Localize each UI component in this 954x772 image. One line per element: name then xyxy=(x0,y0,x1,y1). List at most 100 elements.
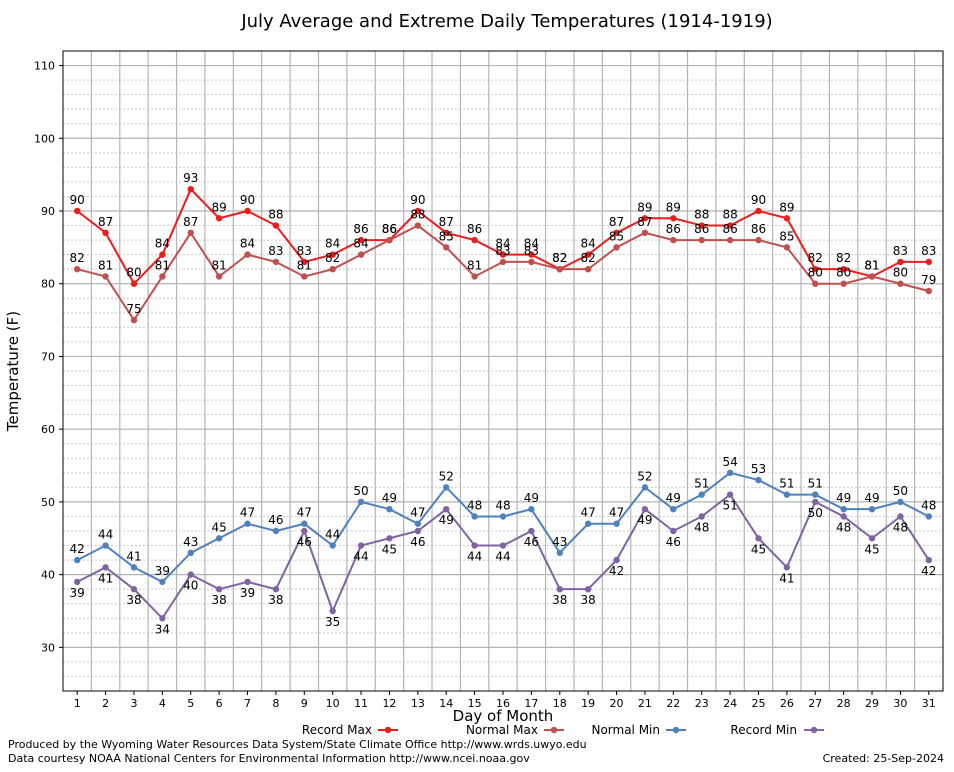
record-max-point xyxy=(130,280,138,287)
record-min-data-label: 44 xyxy=(467,550,482,564)
normal-max-data-label: 87 xyxy=(637,215,652,229)
record-min-point xyxy=(329,607,336,615)
normal-max-point xyxy=(471,273,478,280)
normal-min-point xyxy=(130,564,138,571)
normal-min-point xyxy=(641,484,649,491)
normal-max-data-label: 86 xyxy=(666,222,681,236)
legend-label-normal-min: Normal Min xyxy=(591,723,660,737)
x-tick-label: 7 xyxy=(244,697,251,710)
y-tick-label: 30 xyxy=(41,641,55,654)
x-tick-label: 25 xyxy=(751,697,765,710)
normal-max-data-label: 80 xyxy=(836,266,851,280)
normal-min-data-label: 46 xyxy=(268,513,283,527)
record-max-point xyxy=(613,229,620,237)
record-min-point xyxy=(897,513,904,520)
record-max-point xyxy=(443,229,450,237)
record-max-point xyxy=(670,215,677,222)
normal-min-data-label: 42 xyxy=(70,542,85,556)
record-max-data-label: 86 xyxy=(467,222,482,236)
record-min-point xyxy=(301,527,308,535)
y-tick-label: 50 xyxy=(41,496,55,509)
record-max-data-label: 80 xyxy=(126,266,141,280)
record-max-point xyxy=(783,215,791,222)
x-tick-label: 30 xyxy=(893,697,907,710)
normal-min-point xyxy=(783,491,791,498)
normal-max-point xyxy=(215,273,223,280)
x-tick-label: 12 xyxy=(382,697,396,710)
record-max-point xyxy=(244,207,251,215)
record-max-point xyxy=(102,229,109,237)
normal-min-point xyxy=(925,513,933,520)
record-min-point xyxy=(357,542,365,549)
normal-min-data-label: 47 xyxy=(581,506,596,520)
normal-min-data-label: 49 xyxy=(666,491,681,505)
normal-min-data-label: 44 xyxy=(98,528,113,542)
normal-max-point xyxy=(301,273,308,280)
record-min-data-label: 38 xyxy=(211,593,226,607)
normal-max-point xyxy=(641,229,649,237)
record-min-data-label: 46 xyxy=(410,535,425,549)
normal-max-data-label: 84 xyxy=(353,237,368,251)
record-max-data-label: 82 xyxy=(808,251,823,265)
normal-min-data-label: 50 xyxy=(893,484,908,498)
normal-min-point xyxy=(670,505,677,513)
normal-max-point xyxy=(187,229,194,237)
normal-min-data-label: 54 xyxy=(722,455,737,469)
normal-max-data-label: 87 xyxy=(183,215,198,229)
legend-label-record-max: Record Max xyxy=(302,723,372,737)
record-min-point xyxy=(840,513,847,520)
record-min-point xyxy=(783,564,791,571)
y-tick-label: 60 xyxy=(41,423,55,436)
record-min-data-label: 34 xyxy=(155,622,170,636)
legend-marker-normal-min xyxy=(672,726,680,734)
legend: Record Max Normal Max Normal Min Record Min xyxy=(302,723,824,737)
record-max-data-label: 89 xyxy=(637,200,652,214)
legend-label-record-min: Record Min xyxy=(730,723,797,737)
normal-max-point xyxy=(670,236,677,244)
record-min-data-label: 38 xyxy=(126,593,141,607)
normal-min-data-label: 49 xyxy=(524,491,539,505)
record-min-data-label: 46 xyxy=(297,535,312,549)
x-tick-label: 10 xyxy=(326,697,340,710)
y-tick-label: 40 xyxy=(41,569,55,582)
normal-max-data-label: 80 xyxy=(893,266,908,280)
record-max-data-label: 84 xyxy=(524,237,539,251)
record-max-point xyxy=(584,251,592,258)
x-tick-label: 16 xyxy=(496,697,510,710)
record-max-point xyxy=(73,207,81,215)
record-min-data-label: 38 xyxy=(581,593,596,607)
normal-max-data-label: 81 xyxy=(467,258,482,272)
record-min-point xyxy=(443,505,450,513)
normal-max-data-label: 81 xyxy=(211,258,226,272)
normal-min-point xyxy=(73,556,81,564)
normal-min-data-label: 41 xyxy=(126,549,141,563)
x-tick-label: 15 xyxy=(468,697,482,710)
x-tick-label: 11 xyxy=(354,697,368,710)
record-min-point xyxy=(641,505,649,513)
record-max-point xyxy=(698,222,705,229)
x-tick-label: 31 xyxy=(922,697,936,710)
record-min-data-label: 45 xyxy=(382,542,397,556)
record-max-data-label: 83 xyxy=(297,244,312,258)
record-min-point xyxy=(414,527,422,535)
x-tick-label: 14 xyxy=(439,697,453,710)
normal-min-point xyxy=(272,527,280,535)
record-max-data-label: 88 xyxy=(694,208,709,222)
normal-max-point xyxy=(868,273,876,280)
record-min-data-label: 46 xyxy=(666,535,681,549)
record-min-point xyxy=(187,571,194,578)
record-min-data-label: 49 xyxy=(637,513,652,527)
y-tick-label: 90 xyxy=(41,205,55,218)
record-max-point xyxy=(755,207,762,215)
x-axis-label: Day of Month xyxy=(453,707,554,725)
normal-max-data-label: 82 xyxy=(552,251,567,265)
record-max-point xyxy=(499,251,507,258)
x-tick-label: 1 xyxy=(74,697,81,710)
footer-produced-by: Produced by the Wyoming Water Resources … xyxy=(8,738,587,751)
record-max-point xyxy=(301,258,308,266)
normal-max-data-label: 86 xyxy=(722,222,737,236)
record-max-point xyxy=(528,251,535,258)
normal-max-point xyxy=(159,273,166,280)
record-max-data-label: 90 xyxy=(410,193,425,207)
